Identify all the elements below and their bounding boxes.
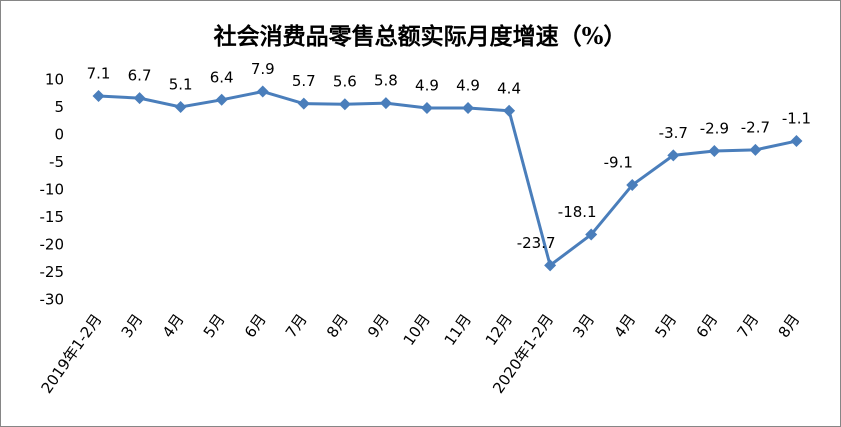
value-label: -2.9 — [700, 119, 729, 137]
value-label: -23.7 — [517, 234, 556, 252]
marker — [133, 92, 146, 105]
marker — [503, 104, 516, 117]
marker — [256, 85, 269, 98]
value-label: 4.9 — [415, 77, 439, 95]
y-tick-label: -25 — [40, 263, 65, 281]
y-tick-label: 10 — [45, 71, 64, 89]
value-label: -18.1 — [558, 203, 597, 221]
value-label: 4.9 — [456, 77, 480, 95]
marker — [174, 100, 187, 113]
value-label: -2.7 — [741, 118, 770, 136]
marker — [585, 228, 598, 241]
y-tick-label: -30 — [40, 291, 65, 309]
line — [98, 90, 797, 268]
marker — [379, 97, 392, 110]
value-label: -9.1 — [604, 154, 633, 172]
marker — [420, 102, 433, 115]
chart-title: 社会消费品零售总额实际月度增速（%） — [214, 23, 627, 50]
marker — [297, 97, 310, 110]
value-label: 7.1 — [87, 64, 111, 82]
value-label: 6.7 — [128, 67, 152, 85]
y-tick-label: -5 — [49, 153, 64, 171]
y-tick-label: 5 — [54, 98, 64, 116]
value-label: 5.8 — [374, 72, 398, 90]
value-label: 5.7 — [292, 72, 316, 90]
marker — [790, 135, 803, 148]
value-label: 5.6 — [333, 73, 357, 91]
marker — [667, 149, 680, 162]
marker — [215, 93, 228, 106]
y-tick-label: -20 — [40, 236, 65, 254]
marker — [708, 144, 721, 157]
value-label: 6.4 — [210, 68, 234, 86]
marker — [338, 98, 351, 111]
value-label: 4.4 — [497, 79, 521, 97]
value-label: -3.7 — [659, 124, 688, 142]
marker — [92, 89, 105, 102]
y-tick-label: -10 — [40, 181, 65, 199]
value-label: 7.9 — [251, 60, 275, 78]
marker — [544, 259, 557, 272]
marker — [749, 143, 762, 156]
value-label: -1.1 — [782, 110, 811, 128]
marker — [462, 102, 475, 115]
marker — [626, 179, 639, 192]
y-tick-label: 0 — [54, 126, 64, 144]
y-tick-label: -15 — [40, 208, 65, 226]
value-label: 5.1 — [169, 75, 193, 93]
